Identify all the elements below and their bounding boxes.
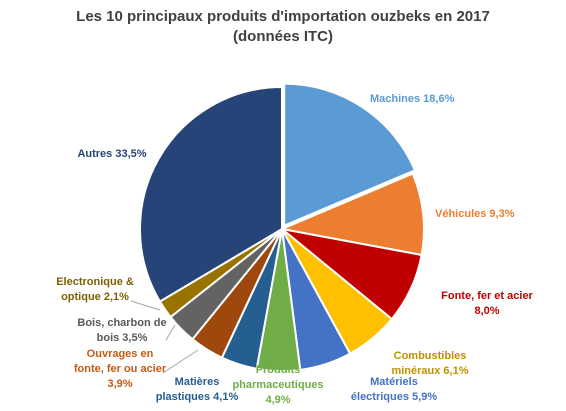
data-label-machines: Machines 18,6%: [370, 93, 455, 105]
leader-line-bois-charbon-de-bois: [165, 324, 176, 341]
leader-line-ouvrages-en-fonte-fer-ou-acier: [162, 349, 199, 374]
data-label-materiels-electriques: Matériels électriques 5,9%: [351, 376, 437, 403]
data-label-matieres-plastiques: Matières plastiques 4,1%: [156, 376, 239, 403]
data-label-autres: Autres 33,5%: [77, 148, 146, 160]
data-label-fonte-fer-et-acier: Fonte, fer et acier 8,0%: [441, 290, 533, 317]
pie-slice-autres: [139, 85, 283, 303]
chart-title-line1: Les 10 principaux produits d'importation…: [76, 8, 490, 25]
data-label-combustibles-mineraux: Combustibles minéraux 6,1%: [391, 350, 468, 377]
pie-slice-machines: [283, 82, 417, 228]
data-label-ouvrages-en-fonte-fer-ou-acier: Ouvrages en fonte, fer ou acier 3,9%: [74, 348, 167, 390]
chart-title-line2: (données ITC): [233, 28, 333, 45]
data-label-produits-pharmaceutiques: Produits pharmaceutiques 4,9%: [232, 364, 323, 406]
data-label-electronique-optique: Electronique & optique 2,1%: [56, 276, 134, 303]
leader-line-electronique-optique: [130, 300, 161, 311]
data-label-bois-charbon-de-bois: Bois, charbon de bois 3,5%: [77, 317, 166, 344]
data-label-vehicules: Véhicules 9,3%: [435, 208, 515, 220]
